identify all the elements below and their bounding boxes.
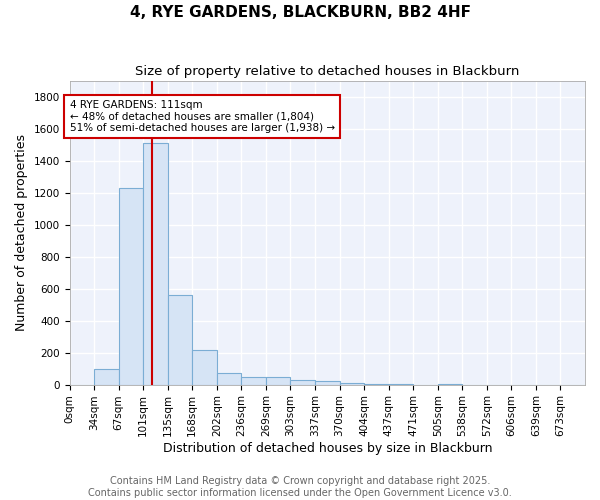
Bar — [143, 143, 168, 384]
Title: Size of property relative to detached houses in Blackburn: Size of property relative to detached ho… — [135, 65, 520, 78]
Bar — [315, 382, 340, 384]
Text: Contains HM Land Registry data © Crown copyright and database right 2025.
Contai: Contains HM Land Registry data © Crown c… — [88, 476, 512, 498]
Y-axis label: Number of detached properties: Number of detached properties — [15, 134, 28, 331]
Bar — [94, 370, 119, 384]
Bar — [217, 374, 241, 384]
X-axis label: Distribution of detached houses by size in Blackburn: Distribution of detached houses by size … — [163, 442, 492, 455]
Text: 4, RYE GARDENS, BLACKBURN, BB2 4HF: 4, RYE GARDENS, BLACKBURN, BB2 4HF — [130, 5, 470, 20]
Bar — [241, 376, 266, 384]
Bar — [290, 380, 315, 384]
Bar — [340, 383, 364, 384]
Bar — [192, 350, 217, 384]
Bar — [119, 188, 143, 384]
Bar — [266, 378, 290, 384]
Text: 4 RYE GARDENS: 111sqm
← 48% of detached houses are smaller (1,804)
51% of semi-d: 4 RYE GARDENS: 111sqm ← 48% of detached … — [70, 100, 335, 133]
Bar — [168, 295, 192, 384]
